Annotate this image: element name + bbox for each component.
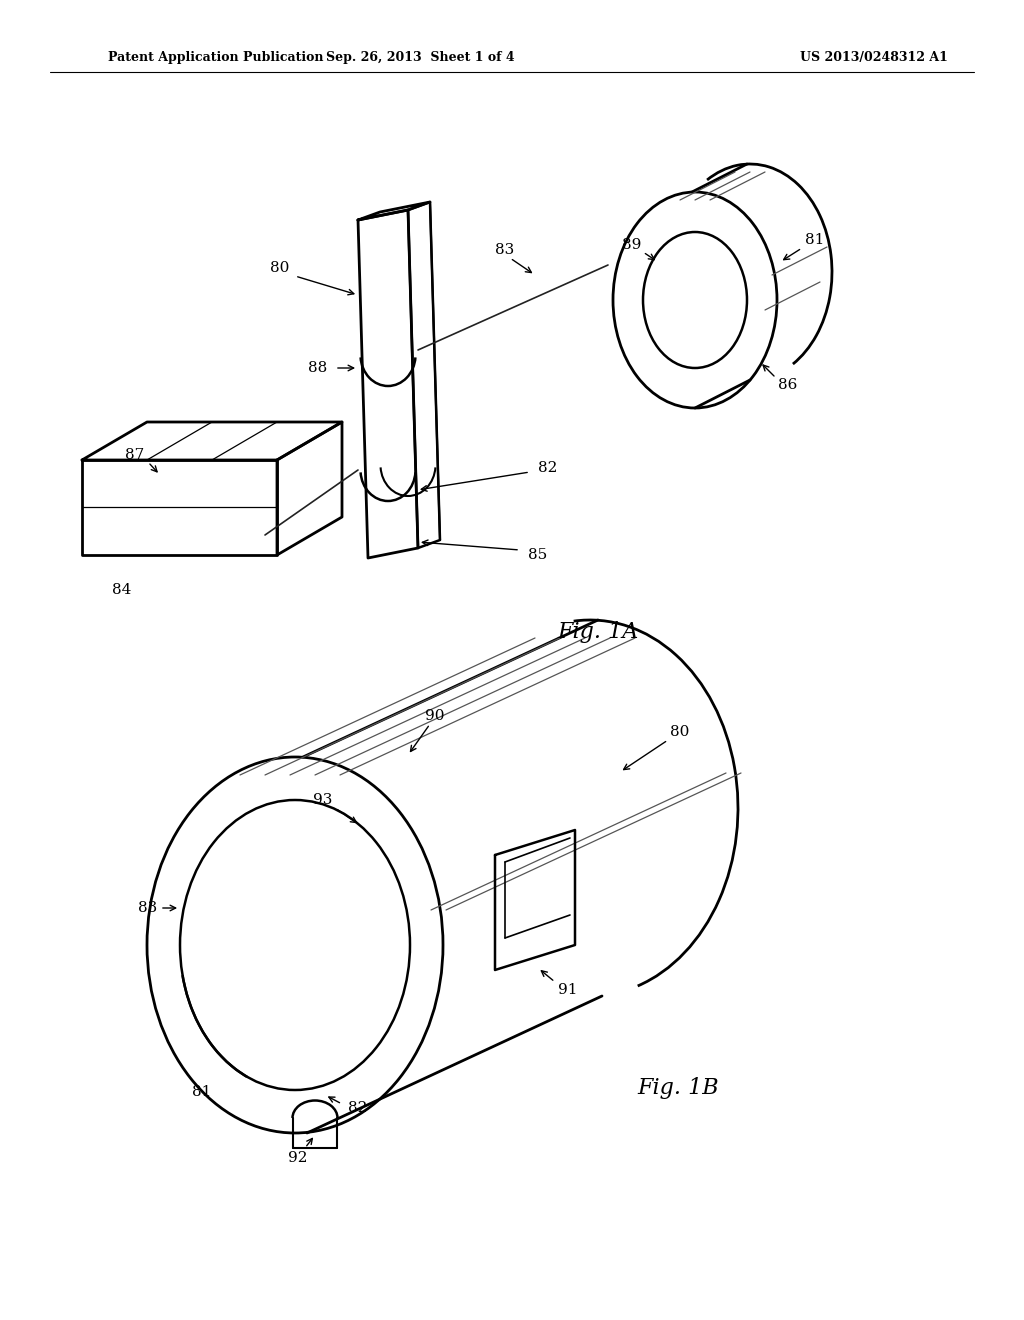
Text: 88: 88 — [308, 360, 328, 375]
Text: 89: 89 — [623, 238, 642, 252]
Text: 87: 87 — [125, 447, 144, 462]
Text: Fig. 1B: Fig. 1B — [637, 1077, 719, 1100]
Text: 81: 81 — [193, 1085, 212, 1100]
Text: Patent Application Publication: Patent Application Publication — [108, 50, 324, 63]
Text: 83: 83 — [138, 902, 158, 915]
Text: 80: 80 — [270, 261, 290, 275]
Text: 91: 91 — [558, 983, 578, 997]
Text: 80: 80 — [671, 725, 690, 739]
Text: 90: 90 — [425, 709, 444, 723]
Text: 92: 92 — [288, 1151, 308, 1166]
Text: 93: 93 — [313, 793, 333, 807]
Text: 86: 86 — [778, 378, 798, 392]
Text: Fig. 1A: Fig. 1A — [557, 620, 639, 643]
Text: 82: 82 — [348, 1101, 368, 1115]
Text: 85: 85 — [528, 548, 548, 562]
Text: US 2013/0248312 A1: US 2013/0248312 A1 — [800, 50, 948, 63]
Text: 84: 84 — [113, 583, 132, 597]
Text: Sep. 26, 2013  Sheet 1 of 4: Sep. 26, 2013 Sheet 1 of 4 — [326, 50, 514, 63]
Text: 83: 83 — [496, 243, 515, 257]
Text: 82: 82 — [539, 461, 558, 475]
Text: 81: 81 — [805, 234, 824, 247]
